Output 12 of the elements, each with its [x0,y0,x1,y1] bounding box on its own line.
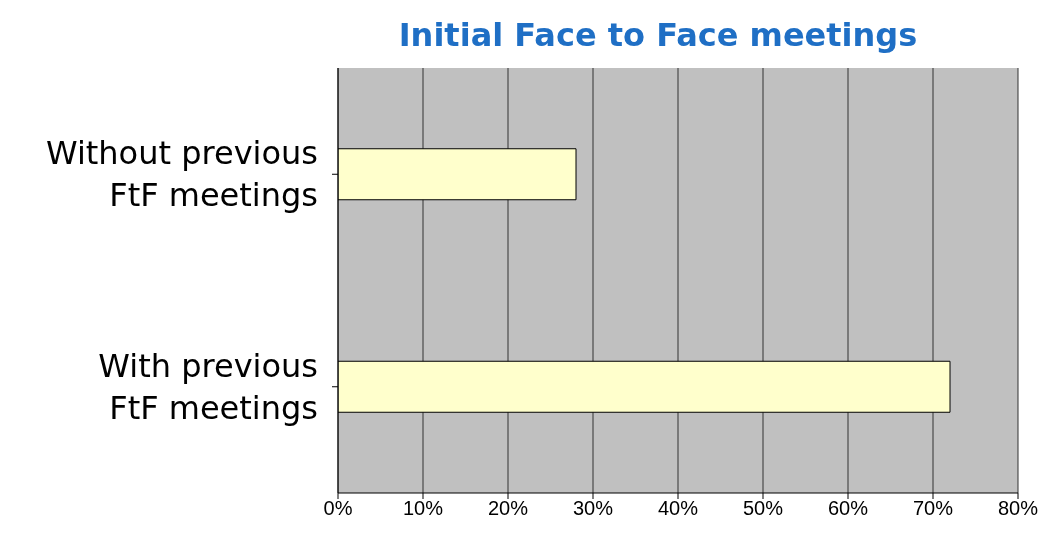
x-tick-label: 50% [742,497,784,520]
x-tick-label: 60% [827,497,869,520]
y-tick-label: With previous FtF meetings [98,346,318,427]
chart-title: Initial Face to Face meetings [398,16,918,54]
x-tick-label: 10% [402,497,444,520]
x-tick-label: 30% [572,497,614,520]
x-tick-label: 40% [657,497,699,520]
x-tick-label: 70% [912,497,954,520]
y-tick-label: Without previous FtF meetings [45,134,318,215]
x-tick-label: 0% [323,497,353,520]
x-tick-label: 80% [997,497,1039,520]
x-tick-label: 20% [487,497,529,520]
